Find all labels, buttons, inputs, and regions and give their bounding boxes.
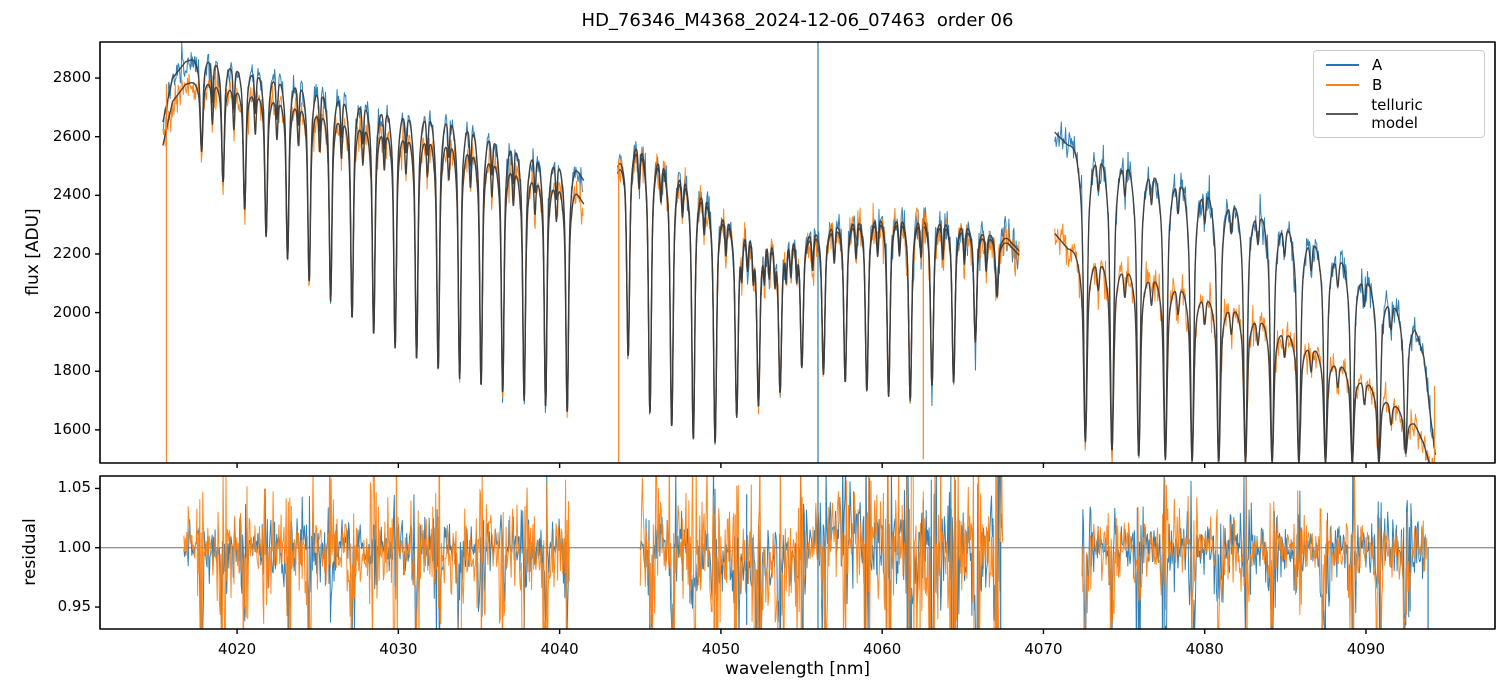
legend-label-b: B — [1372, 76, 1383, 94]
legend-line-b-icon — [1326, 83, 1359, 87]
legend-item-b: B — [1326, 76, 1472, 94]
x-tick-label-4050: 4050 — [701, 640, 740, 658]
legend-item-telluric: telluric model — [1326, 96, 1472, 132]
flux-ytick-label-2000: 2000 — [52, 302, 91, 321]
wavelength-xlabel: wavelength [nm] — [724, 659, 871, 679]
x-tick-label-4030: 4030 — [379, 640, 418, 658]
legend-label-telluric: telluric model — [1371, 96, 1423, 132]
flux-ytick-label-1600: 1600 — [52, 419, 91, 438]
x-tick-label-4020: 4020 — [217, 640, 257, 658]
flux-ytick-label-1800: 1800 — [52, 361, 91, 380]
flux-ytick-label-2800: 2800 — [52, 68, 91, 87]
x-tick-label-4060: 4060 — [863, 640, 902, 658]
flux-ytick-label-2200: 2200 — [52, 243, 91, 262]
legend-line-telluric-icon — [1326, 112, 1359, 116]
x-tick-label-4070: 4070 — [1024, 640, 1063, 658]
x-tick-label-4040: 4040 — [540, 640, 579, 658]
x-tick-label-4090: 4090 — [1346, 640, 1386, 658]
residual-ytick-label-1.05: 1.05 — [57, 478, 91, 497]
flux-ytick-label-2600: 2600 — [52, 126, 91, 145]
legend-label-a: A — [1372, 56, 1383, 74]
flux-ytick-label-2400: 2400 — [52, 185, 91, 204]
x-tick-label-4080: 4080 — [1185, 640, 1224, 658]
residual-ytick-label-0.95: 0.95 — [57, 597, 91, 616]
legend: A B telluric model — [1313, 50, 1485, 138]
figure-title: HD_76346_M4368_2024-12-06_07463 order 06 — [581, 10, 1014, 31]
residual-ytick-label-1.00: 1.00 — [57, 537, 91, 556]
legend-item-a: A — [1326, 56, 1472, 74]
legend-line-a-icon — [1326, 63, 1359, 67]
